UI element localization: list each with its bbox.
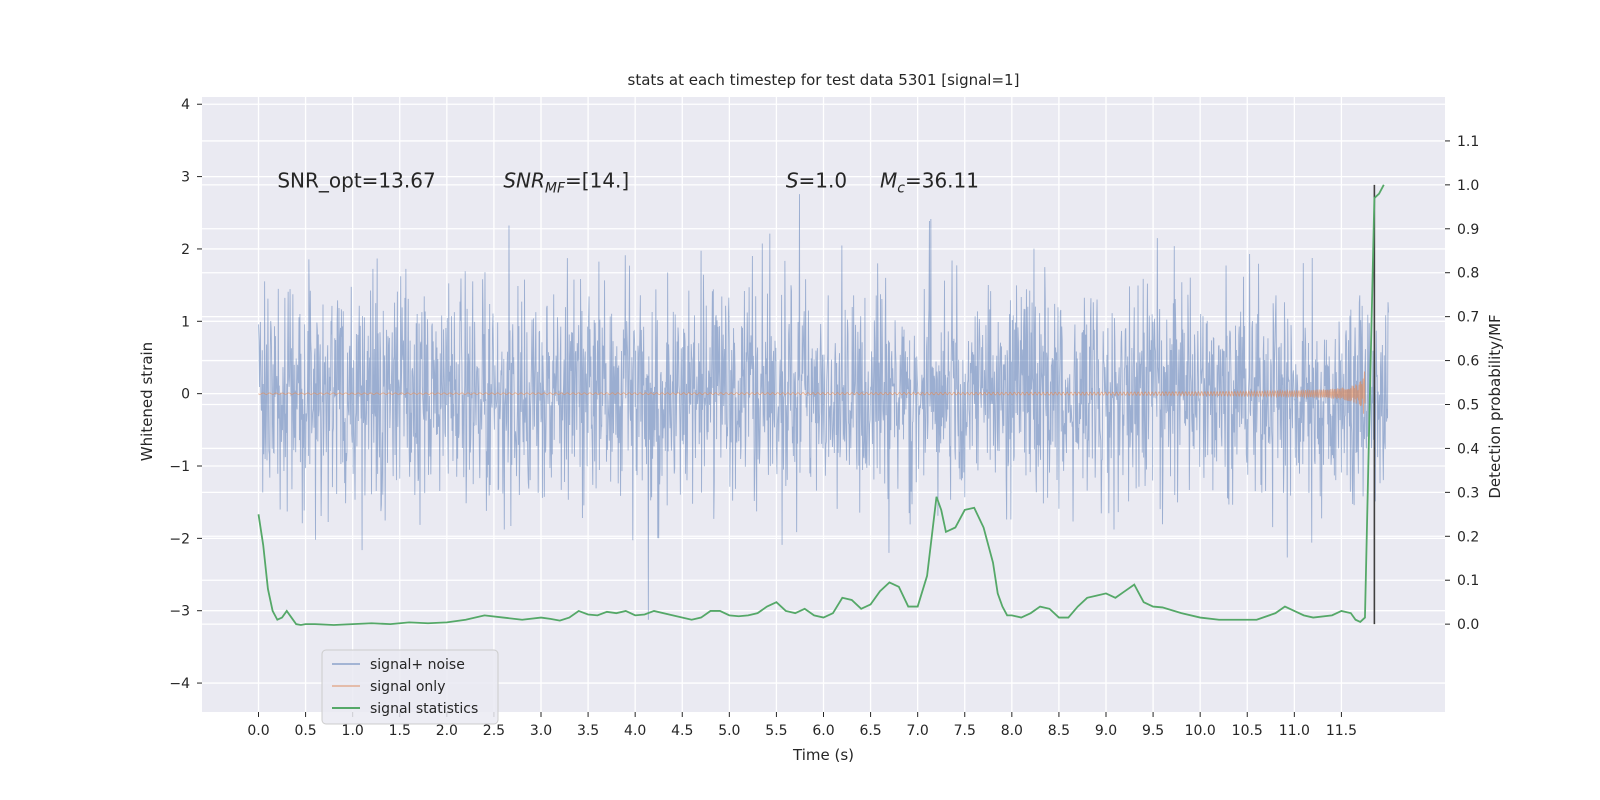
- y-axis-label-left: Whitened strain: [138, 342, 156, 461]
- x-tick-label: 6.5: [859, 723, 881, 739]
- y-right-tick-label: 0.2: [1457, 529, 1479, 545]
- x-tick-label: 4.0: [624, 723, 646, 739]
- y-right-tick-label: 0.9: [1457, 222, 1479, 238]
- x-tick-label: 8.5: [1048, 723, 1070, 739]
- series-layer: [257, 184, 1389, 626]
- right-axis-ticks: 1.1 1.0 0.9 0.8 0.7 0.6 0.5 0.4 0.3 0.2 0.1 0.0: [1445, 134, 1479, 633]
- stat-annotation: SNR_opt=13.67: [277, 168, 435, 192]
- y-right-tick-label: 0.1: [1457, 573, 1479, 589]
- x-tick-label: 7.5: [954, 723, 976, 739]
- y-left-tick-label: 4: [181, 97, 190, 113]
- x-tick-label: 3.0: [530, 723, 552, 739]
- y-left-tick-label: 1: [181, 314, 190, 330]
- x-tick-label: 11.5: [1326, 723, 1357, 739]
- annotations: SNR_opt=13.67 SNRMF=[14.] S=1.0 Mc=36.11: [277, 168, 979, 196]
- chart-title: stats at each timestep for test data 530…: [628, 71, 1020, 89]
- y-right-tick-label: 0.4: [1457, 441, 1479, 457]
- y-right-tick-label: 0.7: [1457, 310, 1479, 326]
- y-left-tick-label: −1: [169, 459, 190, 475]
- x-tick-label: 1.5: [389, 723, 411, 739]
- x-axis-ticks: 0.0 0.5 1.0 1.5 2.0 2.5 3.0 3.5 4.0 4.5 5.0 5.5 6.0 6…: [247, 712, 1357, 739]
- x-tick-label: 7.0: [907, 723, 929, 739]
- x-tick-label: 5.5: [765, 723, 787, 739]
- series-signal-noise: [258, 194, 1389, 620]
- x-axis-label: Time (s): [792, 746, 854, 764]
- series-signal-only: [258, 371, 1366, 414]
- y-right-tick-label: 0.3: [1457, 485, 1479, 501]
- y-left-tick-label: 0: [181, 387, 190, 403]
- series-signal-statistics: [257, 184, 1385, 626]
- stat-annotation: Mc=36.11: [880, 168, 979, 196]
- legend-box: [321, 649, 499, 725]
- y-left-tick-label: −3: [169, 604, 190, 620]
- stat-annotation: SNRMF=[14.]: [503, 168, 629, 196]
- x-tick-label: 1.0: [342, 723, 364, 739]
- y-left-tick-label: −4: [169, 676, 190, 692]
- x-tick-label: 4.5: [671, 723, 693, 739]
- y-right-tick-label: 1.0: [1457, 178, 1479, 194]
- y-right-tick-label: 1.1: [1457, 134, 1479, 150]
- y-left-tick-label: 2: [181, 242, 190, 258]
- legend: signal+ noise signal only signal statistic…: [321, 649, 499, 725]
- x-tick-label: 9.5: [1142, 723, 1164, 739]
- y-axis-label-right: Detection probability/MF: [1486, 314, 1504, 498]
- y-right-tick-label: 0.5: [1457, 398, 1479, 414]
- stat-annotation: S=1.0: [786, 168, 847, 192]
- x-tick-label: 0.0: [247, 723, 269, 739]
- left-axis-ticks: 4 3 2 1 0 −1 −2 −3 −4: [169, 97, 202, 692]
- x-tick-label: 2.0: [436, 723, 458, 739]
- x-tick-label: 10.0: [1185, 723, 1216, 739]
- legend-item-label: signal statistics: [370, 701, 478, 717]
- x-tick-label: 2.5: [483, 723, 505, 739]
- legend-item-label: signal only: [370, 679, 445, 695]
- y-right-tick-label: 0.8: [1457, 266, 1479, 282]
- x-tick-label: 10.5: [1232, 723, 1263, 739]
- y-left-tick-label: −2: [169, 531, 190, 547]
- x-tick-label: 5.0: [718, 723, 740, 739]
- x-tick-label: 3.5: [577, 723, 599, 739]
- x-tick-label: 11.0: [1279, 723, 1310, 739]
- y-left-tick-label: 3: [181, 170, 190, 186]
- y-right-tick-label: 0.0: [1457, 617, 1479, 633]
- legend-item-label: signal+ noise: [370, 657, 465, 673]
- x-tick-label: 6.0: [812, 723, 834, 739]
- x-tick-label: 9.0: [1095, 723, 1117, 739]
- y-right-tick-label: 0.6: [1457, 354, 1479, 370]
- x-tick-label: 8.0: [1001, 723, 1023, 739]
- x-tick-label: 0.5: [294, 723, 316, 739]
